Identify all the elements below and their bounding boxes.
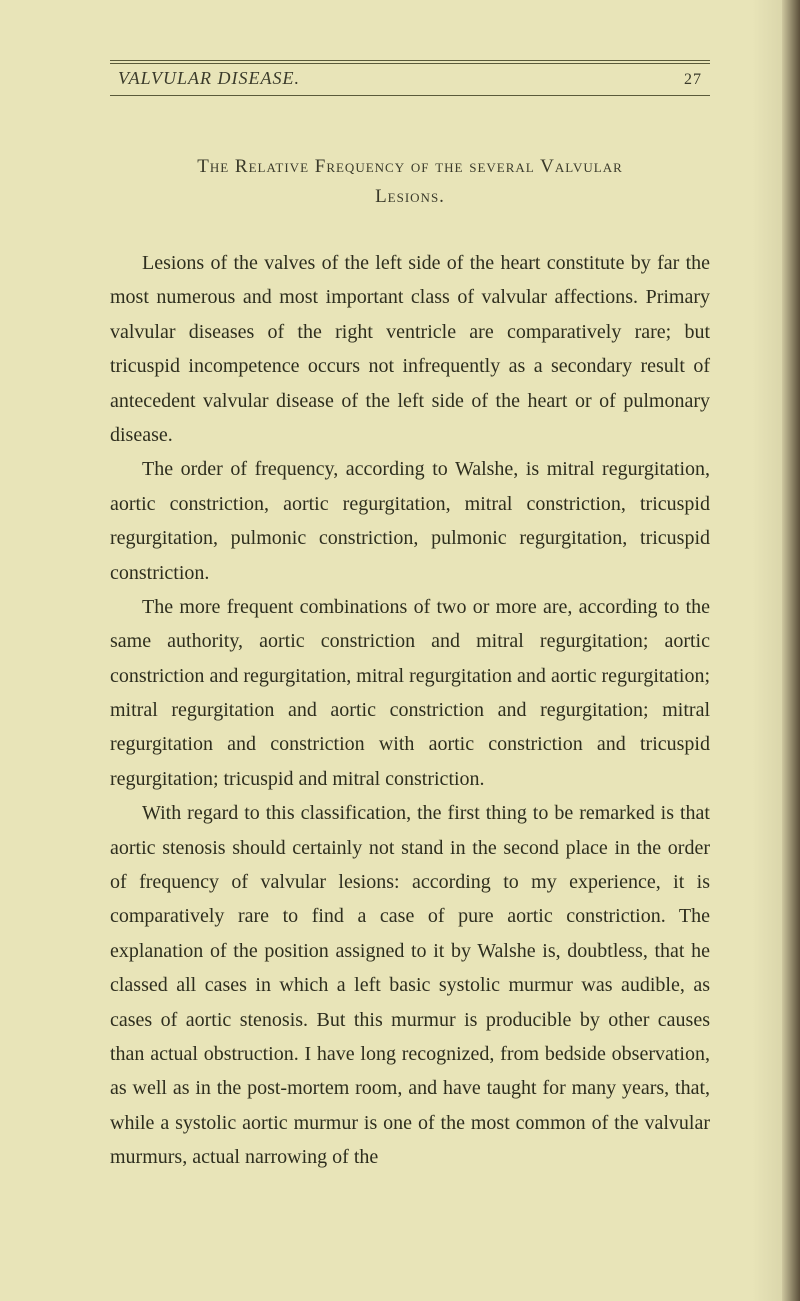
body-text: Lesions of the valves of the left side o… — [110, 246, 710, 1175]
paragraph: The order of frequency, according to Wal… — [110, 452, 710, 590]
page-number: 27 — [684, 71, 702, 89]
page-shadow — [752, 0, 782, 1301]
running-title: VALVULAR DISEASE. — [118, 68, 300, 89]
header-rule-bottom — [110, 95, 710, 96]
section-heading-line1: The Relative Frequency of the several Va… — [110, 156, 710, 178]
page-binding-edge — [782, 0, 800, 1301]
page-container: VALVULAR DISEASE. 27 The Relative Freque… — [0, 0, 800, 1301]
paragraph: Lesions of the valves of the left side o… — [110, 246, 710, 452]
paragraph: With regard to this classification, the … — [110, 796, 710, 1174]
section-heading-line2: Lesions. — [110, 186, 710, 208]
header-rule-top — [110, 60, 710, 64]
paragraph: The more frequent combinations of two or… — [110, 590, 710, 796]
running-header: VALVULAR DISEASE. 27 — [110, 68, 710, 95]
